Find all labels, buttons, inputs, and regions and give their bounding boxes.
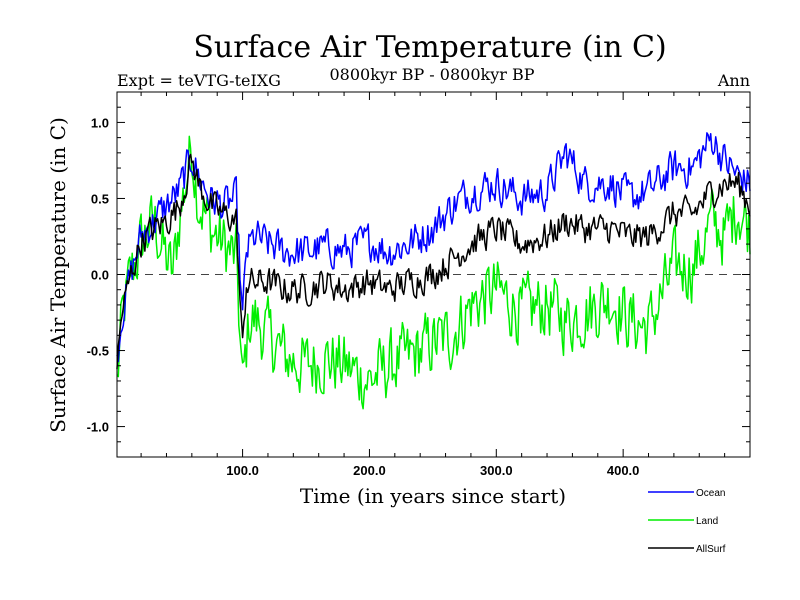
y-tick-label: -0.5 xyxy=(87,344,109,359)
chart-season: Ann xyxy=(717,71,750,90)
y-tick-label: 0.0 xyxy=(91,268,109,283)
chart-subtitle: 0800kyr BP - 0800kyr BP xyxy=(330,65,535,84)
y-tick-label: 0.5 xyxy=(91,191,109,206)
legend: Ocean Land AllSurf xyxy=(648,488,726,555)
series-layer xyxy=(116,132,751,410)
legend-label-land: Land xyxy=(696,516,718,527)
y-tick-label: 1.0 xyxy=(91,115,109,130)
x-tick-label: 300.0 xyxy=(480,463,513,478)
legend-label-ocean: Ocean xyxy=(696,488,725,499)
series-line-land xyxy=(116,135,751,410)
x-tick-label: 200.0 xyxy=(353,463,386,478)
y-axis-label: Surface Air Temperature (in C) xyxy=(46,117,70,433)
x-tick-label: 400.0 xyxy=(607,463,640,478)
legend-label-allsurf: AllSurf xyxy=(696,544,726,555)
y-tick-label: -1.0 xyxy=(87,420,109,435)
x-tick-label: 100.0 xyxy=(226,463,259,478)
chart-experiment: Expt = teVTG-teIXG xyxy=(117,71,281,90)
series-line-ocean xyxy=(116,132,751,363)
series-line-allsurf xyxy=(116,153,751,370)
x-axis-label: Time (in years since start) xyxy=(300,484,566,508)
chart-title: Surface Air Temperature (in C) xyxy=(193,30,666,65)
tick-layer: 100.0 200.0 300.0 400.0 1.0 0.5 0.0 -0.5 -1.0 xyxy=(87,92,750,478)
